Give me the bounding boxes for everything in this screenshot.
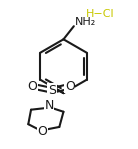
Text: S: S xyxy=(48,84,56,97)
Text: N: N xyxy=(44,99,54,112)
Text: O: O xyxy=(37,125,47,138)
Text: NH₂: NH₂ xyxy=(75,17,96,27)
Text: H−Cl: H−Cl xyxy=(86,9,115,19)
Text: O: O xyxy=(27,80,37,93)
Text: O: O xyxy=(65,80,75,93)
